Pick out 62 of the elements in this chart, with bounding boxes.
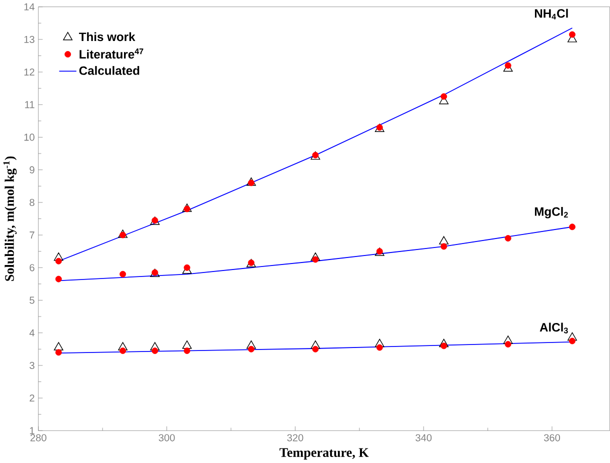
point [310,340,320,349]
point [54,252,64,261]
point [440,93,448,100]
point [120,348,126,354]
annotation: AlCl$_{3}$ [540,322,568,334]
point [440,243,448,250]
point [312,346,319,352]
annotation: MgCl$_{2}$ [534,206,568,218]
x-tick-label: 280 [30,434,46,442]
y-tick-label: 3 [30,362,34,370]
point [503,336,513,344]
point [120,270,126,278]
x-axis-title: Temperature, K [280,448,369,460]
point [152,348,158,354]
y-tick-label: 13 [24,36,34,43]
point [504,62,512,69]
y-tick-label: 12 [24,68,34,76]
y-tick-label: 14 [24,3,35,10]
x-tick-label: 320 [287,434,304,442]
point [248,346,254,352]
point [569,224,576,230]
y-tick-label: 10 [24,134,34,141]
point [439,236,449,244]
point [182,340,192,349]
point [150,342,160,350]
point [246,177,256,186]
point [440,342,448,350]
y-tick-label: 7 [30,232,34,239]
point [569,31,576,38]
point [55,276,62,282]
point [569,338,576,344]
point [310,252,320,261]
y-axis-title: Solubility, m(mol kg$^{-1}$) [3,156,17,281]
y-tick-label: 4 [29,329,35,336]
point [439,338,449,348]
point [184,348,190,354]
point [118,342,128,350]
point [568,332,577,341]
y-tick-label: 6 [30,264,34,272]
y-tick-label: 5 [30,296,34,304]
x-tick-label: 300 [158,434,175,442]
y-tick-label: 9 [30,166,34,174]
point [55,258,62,264]
annotation: NH$_{4}$Cl [534,8,568,20]
legend-label: Literature$^{47}$ [80,48,144,59]
point [504,235,512,242]
point [374,338,384,348]
y-tick-label: 8 [30,198,34,206]
point [376,344,383,351]
point [55,349,62,356]
point [54,342,64,350]
point [246,340,256,349]
legend-label: This work [78,32,136,42]
y-tick-label: 1 [30,427,34,434]
point [504,341,512,348]
point [312,256,319,263]
y-tick-label: 2 [30,394,34,402]
x-tick-label: 360 [544,434,560,442]
legend-label: Calculated [79,66,140,75]
point [184,264,190,271]
y-tick-label: 11 [25,101,34,108]
x-tick-label: 340 [416,434,432,442]
